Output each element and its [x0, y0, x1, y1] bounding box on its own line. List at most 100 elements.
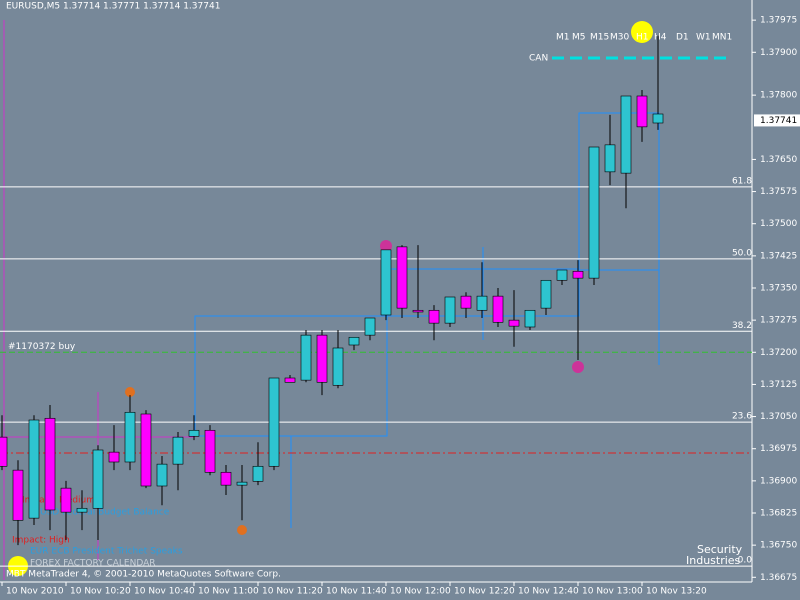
candle-body [556, 269, 568, 281]
candle-body [188, 429, 200, 437]
candle-body [332, 347, 344, 386]
candle-body [268, 377, 280, 467]
timeframe-button: M30 [610, 33, 629, 43]
candle-body [540, 279, 552, 309]
news-text: FOREX FACTORY CALENDAR [30, 559, 156, 569]
candle-body [220, 471, 232, 486]
candle-body [0, 436, 8, 467]
candle-body [652, 113, 664, 124]
footer: MBT MetaTrader 4, © 2001-2010 MetaQuotes… [6, 570, 281, 580]
news-text: EUR ECB President Trichet Speaks [30, 547, 183, 557]
timeframe-button: W1 [696, 33, 711, 43]
candle-body [572, 270, 584, 279]
marker-icon [631, 21, 653, 43]
timeframe-button: MN1 [712, 33, 732, 43]
x-tick-label: 10 Nov 12:40 [518, 587, 579, 597]
news-text: USD Federal Budget Balance [40, 508, 170, 518]
candle-body [588, 146, 600, 279]
candle-body [604, 144, 616, 173]
candle-body [460, 295, 472, 309]
x-tick-label: 10 Nov 11:00 [198, 587, 259, 597]
session-box [578, 112, 660, 271]
y-tick-label: 1.37125 [760, 380, 797, 390]
session-boxes [194, 112, 660, 528]
order-label: #1170372 buy [8, 342, 76, 352]
news-text: Impact: High [12, 536, 70, 546]
candle-body [300, 334, 312, 381]
y-tick-label: 1.37425 [760, 251, 797, 261]
fibo-label: 0.0 [738, 556, 753, 566]
candle-body [204, 429, 216, 473]
x-tick-label: 10 Nov 11:20 [262, 587, 323, 597]
y-tick-label: 1.37350 [760, 284, 797, 294]
y-tick-label: 1.37975 [760, 16, 797, 26]
candle-body [380, 249, 392, 316]
logo-text: Security [697, 543, 743, 556]
candle-body [364, 317, 376, 336]
y-tick-label: 1.37650 [760, 155, 797, 165]
marker-icon [237, 525, 247, 535]
candle-body [316, 334, 328, 383]
candle-body [140, 413, 152, 487]
candle-body [60, 487, 72, 513]
y-tick-label: 1.37575 [760, 187, 797, 197]
y-tick-label: 1.36675 [760, 573, 797, 583]
y-tick-label: 1.36750 [760, 541, 797, 551]
candle-body [396, 246, 408, 309]
y-tick-label: 1.37900 [760, 48, 797, 58]
news-text: Impact: Medium [22, 496, 95, 506]
timeframe-button: M1 [556, 33, 570, 43]
candle-body [636, 95, 648, 128]
candle-body [620, 95, 632, 174]
candle-body [44, 417, 56, 511]
fibo-label: 38.2 [732, 321, 752, 331]
candle-body [76, 507, 88, 513]
candle-body [12, 469, 24, 521]
logo-text: Industries [686, 554, 741, 567]
candle-body [444, 296, 456, 324]
current-price-label: 1.37741 [760, 116, 797, 126]
y-tick-label: 1.37200 [760, 348, 797, 358]
candle-body [156, 463, 168, 487]
timeframe-button: H4 [654, 33, 667, 43]
fibo-label: 23.6 [732, 412, 752, 422]
y-tick-label: 1.37500 [760, 219, 797, 229]
x-tick-label: 10 Nov 11:40 [326, 587, 387, 597]
y-tick-label: 1.36825 [760, 509, 797, 519]
marker-icon [125, 387, 135, 397]
x-tick-label: 10 Nov 2010 [6, 587, 64, 597]
x-tick-label: 10 Nov 12:20 [454, 587, 515, 597]
timeframe-button: H1 [636, 33, 649, 43]
timeframe-button: D1 [676, 33, 689, 43]
x-tick-label: 10 Nov 13:00 [582, 587, 643, 597]
candle-body [108, 451, 120, 463]
candle-body [28, 419, 40, 519]
candle-body [124, 411, 136, 463]
y-tick-label: 1.37275 [760, 316, 797, 326]
candle-body [492, 295, 504, 323]
legend-label: CAN [529, 54, 548, 64]
y-tick-label: 1.36975 [760, 444, 797, 454]
candle-body [476, 295, 488, 311]
candle-body [284, 377, 296, 383]
candle-body [172, 436, 184, 465]
x-tick-label: 10 Nov 10:40 [134, 587, 195, 597]
fibo-label: 61.8 [732, 176, 752, 186]
x-tick-label: 10 Nov 10:20 [70, 587, 131, 597]
y-tick-label: 1.37800 [760, 91, 797, 101]
candle-body [508, 319, 520, 327]
candle-body [428, 309, 440, 324]
candle-body [412, 309, 424, 313]
candle-body [348, 336, 360, 346]
current-price-box [754, 114, 800, 127]
candle-body [252, 465, 264, 482]
candle-body [92, 449, 104, 509]
candle-body [524, 309, 536, 328]
timeframe-button: M15 [590, 33, 609, 43]
marker-icon [572, 361, 584, 373]
chart-title: EURUSD,M5 1.37714 1.37771 1.37714 1.3774… [6, 2, 220, 12]
y-tick-label: 1.37050 [760, 412, 797, 422]
candle-body [236, 481, 248, 486]
fibo-label: 50.0 [732, 248, 752, 258]
